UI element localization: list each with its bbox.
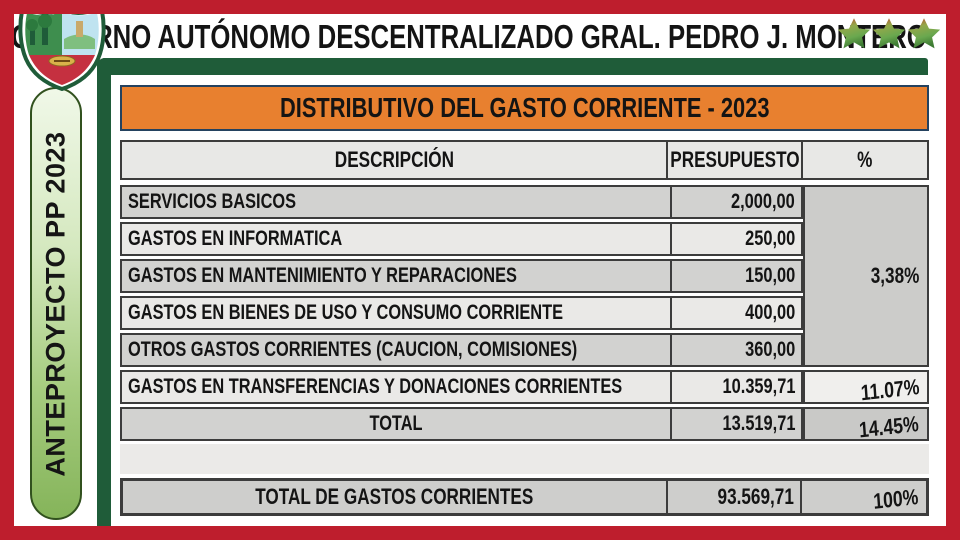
grand-total-presupuesto: 93.569,71 — [717, 484, 794, 509]
empty-row-strip — [120, 444, 929, 474]
table-row: GASTOS EN BIENES DE USO Y CONSUMO CORRIE… — [120, 296, 803, 330]
frame-top-bar — [97, 58, 928, 75]
row-descripcion: OTROS GASTOS CORRIENTES (CAUCION, COMISI… — [128, 338, 578, 361]
table-row: GASTOS EN INFORMATICA 250,00 — [120, 222, 803, 256]
row-presupuesto: 10.359,71 — [722, 375, 795, 398]
table-row-total: TOTAL 13.519,71 — [120, 407, 803, 441]
star-icon — [837, 18, 871, 49]
row-presupuesto: 2,000,00 — [731, 190, 795, 213]
sidebar-pill-label: ANTEPROYECTO PP 2023 — [40, 130, 71, 477]
row-descripcion: GASTOS EN MANTENIMIENTO Y REPARACIONES — [128, 264, 517, 287]
grand-total-label: TOTAL DE GASTOS CORRIENTES — [255, 484, 534, 509]
column-header-presupuesto: PRESUPUESTO — [666, 142, 801, 178]
grand-total-pct: 100% — [872, 484, 919, 514]
table-row: GASTOS EN TRANSFERENCIAS Y DONACIONES CO… — [120, 370, 803, 404]
page-title: GOBIERNO AUTÓNOMO DESCENTRALIZADO GRAL. … — [11, 15, 927, 59]
row-presupuesto: 13.519,71 — [722, 412, 795, 435]
column-header-pct: % — [801, 142, 927, 178]
section-title-banner: DISTRIBUTIVO DEL GASTO CORRIENTE - 2023 — [120, 85, 929, 131]
column-header-descripcion: DESCRIPCIÓN — [334, 147, 454, 172]
row-descripcion: GASTOS EN TRANSFERENCIAS Y DONACIONES CO… — [128, 375, 623, 398]
grand-total-row: TOTAL DE GASTOS CORRIENTES 93.569,71 100… — [120, 478, 929, 516]
table-row: OTROS GASTOS CORRIENTES (CAUCION, COMISI… — [120, 333, 803, 367]
page-title-text: GOBIERNO AUTÓNOMO DESCENTRALIZADO GRAL. … — [11, 18, 927, 55]
row-presupuesto: 150,00 — [744, 264, 795, 287]
table-row: SERVICIOS BASICOS 2,000,00 — [120, 185, 803, 219]
table-body: SERVICIOS BASICOS 2,000,00 GASTOS EN INF… — [120, 185, 929, 442]
row-descripcion: GASTOS EN INFORMATICA — [128, 227, 343, 250]
row-descripcion: GASTOS EN BIENES DE USO Y CONSUMO CORRIE… — [128, 301, 564, 324]
rating-stars — [837, 13, 941, 54]
star-icon — [907, 18, 941, 49]
pct-merged-cell: 3,38% — [803, 185, 929, 367]
row-presupuesto: 400,00 — [744, 301, 795, 324]
pct-column: 3,38% 11.07% 14.45% — [803, 185, 929, 442]
sidebar-pill: ANTEPROYECTO PP 2023 — [30, 87, 82, 520]
frame-left-bar — [97, 58, 111, 526]
table-row: GASTOS EN MANTENIMIENTO Y REPARACIONES 1… — [120, 259, 803, 293]
row-presupuesto: 360,00 — [744, 338, 795, 361]
pct-cell-total: 14.45% — [803, 407, 929, 442]
main-content: DISTRIBUTIVO DEL GASTO CORRIENTE - 2023 … — [120, 85, 929, 516]
table-header-row: DESCRIPCIÓN PRESUPUESTO % — [120, 140, 929, 180]
row-descripcion: SERVICIOS BASICOS — [128, 190, 297, 213]
row-descripcion: TOTAL — [369, 412, 423, 435]
pct-cell-transferencias: 11.07% — [803, 370, 929, 405]
row-presupuesto: 250,00 — [744, 227, 795, 250]
municipal-crest-logo — [18, 5, 106, 92]
section-title-text: DISTRIBUTIVO DEL GASTO CORRIENTE - 2023 — [279, 92, 770, 123]
star-icon — [872, 18, 906, 49]
